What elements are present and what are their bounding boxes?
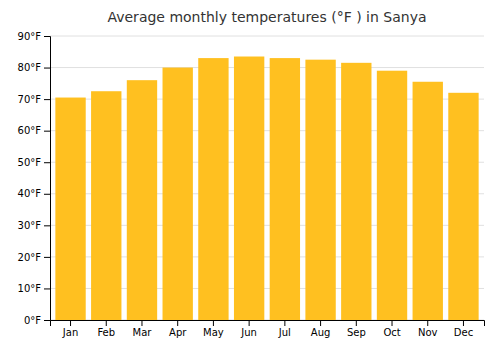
tick-mark [177,320,178,326]
tick: May [203,320,224,338]
tick-label: Nov [418,327,438,338]
bar [55,98,85,320]
bar [270,58,300,320]
bar [91,91,121,320]
bar [234,57,264,320]
tick: Feb [97,320,115,338]
tick-label: 80°F [18,62,42,73]
bar [305,60,335,320]
tick: Dec [454,320,473,338]
tick-mark [249,320,250,326]
tick-mark [463,320,464,326]
title: Average monthly temperatures (°F ) in Sa… [107,9,426,25]
tick: Jan [62,320,78,338]
tick: 90°F [18,31,50,42]
tick-label: 70°F [18,94,42,105]
bar [413,82,443,320]
tick: 80°F [18,62,50,73]
x-axis: Jan Feb Mar Apr May Jun Jul Aug Sep Oct Nov Dec [51,320,485,338]
tick: Nov [418,320,438,338]
bar [127,80,157,320]
tick-label: Jun [240,327,257,338]
bar [448,93,478,320]
bar [377,71,407,320]
tick-mark [44,36,50,37]
tick-label: 40°F [18,188,42,199]
tick-mark [141,320,142,326]
tick-mark [70,320,71,326]
tick-label: Oct [383,327,400,338]
tick: 0°F [24,315,50,326]
tick-label: 90°F [18,31,42,42]
tick-mark [356,320,357,326]
tick-label: May [203,327,224,338]
tick-mark [44,257,50,258]
tick-mark [44,320,50,321]
tick: 40°F [18,188,50,199]
tick-mark [44,288,50,289]
tick-label: Feb [97,327,115,338]
tick: Jul [278,320,291,338]
tick-label: Dec [454,327,473,338]
tick-label: Mar [133,327,153,338]
tick-label: 30°F [18,220,42,231]
tick: 60°F [18,125,50,136]
tick-mark [427,320,428,326]
tick-label: 60°F [18,125,42,136]
tick: Apr [169,320,187,338]
tick: 20°F [18,252,50,263]
tick-mark [320,320,321,326]
bars [55,57,478,320]
tick-mark [284,320,285,326]
tick-mark [213,320,214,326]
tick-label: 10°F [18,283,42,294]
tick: 50°F [18,157,50,168]
tick-mark [392,320,393,326]
tick-mark [44,225,50,226]
bar [341,63,371,320]
tick: 30°F [18,220,50,231]
tick: Jun [240,320,257,338]
tick-mark [106,320,107,326]
tick-mark [44,99,50,100]
chart: 0°F 10°F 20°F 30°F 40°F 50°F 60°F 70°F 80°F 90°F J… [0,0,500,350]
tick-mark [44,162,50,163]
tick-mark [44,131,50,132]
tick: Aug [311,320,331,338]
tick-label: Jan [62,327,78,338]
tick-label: 20°F [18,252,42,263]
axis-line [51,321,485,327]
tick-mark [44,194,50,195]
grid-line [50,67,484,68]
tick-label: Aug [311,327,331,338]
bar [198,58,228,320]
tick-label: Sep [347,327,366,338]
bar [163,68,193,320]
tick: Sep [347,320,366,338]
plot: 0°F 10°F 20°F 30°F 40°F 50°F 60°F 70°F 80°F 90°F J… [18,31,485,338]
tick-label: Apr [169,327,187,338]
tick: Oct [383,320,400,338]
tick-label: Jul [278,327,291,338]
tick-label: 0°F [24,315,41,326]
grid [50,36,484,320]
y-axis: 0°F 10°F 20°F 30°F 40°F 50°F 60°F 70°F 80°F 90°F [18,31,51,326]
tick: Mar [133,320,153,338]
tick-label: 50°F [18,157,42,168]
tick: 10°F [18,283,50,294]
axis-line [44,37,51,321]
tick: 70°F [18,94,50,105]
grid-line [50,36,484,37]
tick-mark [44,68,50,69]
